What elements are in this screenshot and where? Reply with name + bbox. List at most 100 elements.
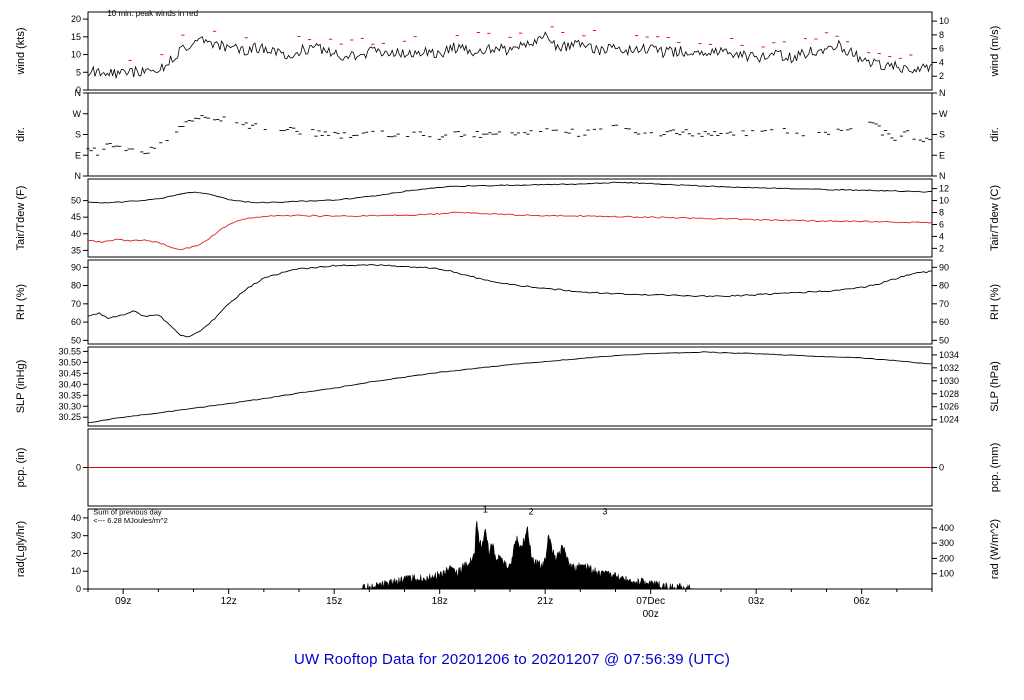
tair-tdew-left-axis: 35 40 45 50 bbox=[71, 196, 88, 255]
rh-left-axis: 50 60 70 80 90 bbox=[71, 262, 88, 345]
x-tick-label: 21z bbox=[537, 596, 553, 607]
svg-text:50: 50 bbox=[71, 335, 81, 345]
svg-text:35: 35 bbox=[71, 245, 81, 255]
wind-ylabel-right: wind (m/s) bbox=[989, 26, 1001, 78]
rad-annotation: 3 bbox=[602, 506, 607, 516]
rad-annotation: 2 bbox=[529, 506, 534, 516]
slp-right-axis: 1024 1026 1028 1030 1032 1034 bbox=[932, 350, 959, 425]
series-air-temperature-f bbox=[87, 181, 933, 204]
svg-text:1034: 1034 bbox=[939, 350, 959, 360]
rad-annotation: <--- 6.28 MJoules/m^2 bbox=[93, 516, 168, 525]
svg-text:30.40: 30.40 bbox=[58, 379, 81, 389]
svg-text:8: 8 bbox=[939, 30, 944, 40]
svg-text:30.30: 30.30 bbox=[58, 401, 81, 411]
x-tick-label: 06z bbox=[854, 596, 870, 607]
svg-text:10: 10 bbox=[71, 566, 81, 576]
svg-text:6: 6 bbox=[939, 44, 944, 54]
svg-text:60: 60 bbox=[71, 317, 81, 327]
svg-text:200: 200 bbox=[939, 553, 954, 563]
svg-text:80: 80 bbox=[71, 281, 81, 291]
tair-tdew-ylabel-left: Tair/Tdew (F) bbox=[15, 186, 27, 251]
svg-text:1032: 1032 bbox=[939, 363, 959, 373]
x-tick-label-line2: 00z bbox=[643, 609, 659, 620]
svg-text:100: 100 bbox=[939, 569, 954, 579]
series-dewpoint-f bbox=[87, 211, 933, 251]
svg-text:E: E bbox=[75, 150, 81, 160]
dir-right-axis: N ES W N bbox=[932, 88, 948, 181]
svg-text:0: 0 bbox=[76, 85, 81, 95]
svg-text:1028: 1028 bbox=[939, 389, 959, 399]
x-tick-label: 15z bbox=[326, 596, 342, 607]
dir-ylabel-left: dir. bbox=[15, 127, 27, 142]
svg-text:1026: 1026 bbox=[939, 402, 959, 412]
series-relative-humidity bbox=[87, 264, 932, 338]
x-axis: 09z 12z 15z 18z 21z 07Dec 00z 03z 06z bbox=[87, 589, 933, 620]
svg-text:10: 10 bbox=[939, 196, 949, 206]
svg-text:10: 10 bbox=[71, 50, 81, 60]
svg-text:12: 12 bbox=[939, 184, 949, 194]
wind-right-axis: 2 4 6 8 10 bbox=[932, 16, 949, 81]
svg-text:30: 30 bbox=[71, 531, 81, 541]
svg-text:5: 5 bbox=[76, 67, 81, 77]
svg-text:300: 300 bbox=[939, 538, 954, 548]
svg-text:W: W bbox=[939, 109, 948, 119]
series-solar-radiation bbox=[88, 520, 932, 590]
svg-text:0: 0 bbox=[76, 463, 81, 473]
x-tick-label: 09z bbox=[115, 596, 131, 607]
svg-text:20: 20 bbox=[71, 14, 81, 24]
svg-text:N: N bbox=[75, 88, 82, 98]
svg-text:30.45: 30.45 bbox=[58, 368, 81, 378]
svg-text:N: N bbox=[75, 171, 82, 181]
svg-text:6: 6 bbox=[939, 219, 944, 229]
svg-text:30.35: 30.35 bbox=[58, 390, 81, 400]
svg-text:10: 10 bbox=[939, 16, 949, 26]
x-tick-label: 18z bbox=[432, 596, 448, 607]
tair-tdew-ylabel-right: Tair/Tdew (C) bbox=[989, 185, 1001, 251]
svg-text:50: 50 bbox=[71, 196, 81, 206]
svg-text:4: 4 bbox=[939, 57, 944, 67]
rad-left-axis: 0 10 20 30 40 bbox=[71, 513, 88, 594]
svg-text:60: 60 bbox=[939, 317, 949, 327]
svg-text:N: N bbox=[939, 88, 946, 98]
x-tick-label: 03z bbox=[748, 596, 764, 607]
series-wind-direction-deg bbox=[86, 115, 932, 156]
x-tick-label: 12z bbox=[221, 596, 237, 607]
svg-text:400: 400 bbox=[939, 523, 954, 533]
rh-ylabel-left: RH (%) bbox=[15, 284, 27, 320]
svg-text:30.25: 30.25 bbox=[58, 412, 81, 422]
svg-text:8: 8 bbox=[939, 208, 944, 218]
rad-ylabel-right: rad (W/m^2) bbox=[989, 519, 1001, 579]
svg-text:70: 70 bbox=[939, 299, 949, 309]
svg-text:30.50: 30.50 bbox=[58, 357, 81, 367]
rad-annotation: Sum of previous day bbox=[93, 507, 162, 516]
x-tick-label: 07Dec bbox=[636, 596, 665, 607]
pcp-ylabel-left: pcp. (in) bbox=[15, 448, 27, 488]
tair-tdew-right-axis: 2 4 68 10 12 bbox=[932, 184, 949, 253]
pcp-right-axis: 0 bbox=[932, 463, 944, 473]
svg-text:70: 70 bbox=[71, 299, 81, 309]
svg-text:20: 20 bbox=[71, 548, 81, 558]
svg-text:S: S bbox=[75, 130, 81, 140]
rad-right-axis: 100 200 300 400 bbox=[932, 523, 954, 579]
rh-ylabel-right: RH (%) bbox=[989, 284, 1001, 320]
svg-text:0: 0 bbox=[939, 463, 944, 473]
pcp-ylabel-right: pcp. (mm) bbox=[989, 443, 1001, 493]
series-wind-speed-kts bbox=[87, 31, 933, 79]
svg-text:2: 2 bbox=[939, 71, 944, 81]
slp-ylabel-right: SLP (hPa) bbox=[989, 361, 1001, 412]
svg-text:50: 50 bbox=[939, 335, 949, 345]
dir-left-axis: N ES W N bbox=[73, 88, 88, 181]
panel-rh: 50 60 70 80 90 50 60 70 80 90 RH (%) RH (%) bbox=[15, 259, 1001, 345]
svg-text:80: 80 bbox=[939, 281, 949, 291]
chart-title: UW Rooftop Data for 20201206 to 20201207… bbox=[293, 651, 731, 668]
svg-text:45: 45 bbox=[71, 212, 81, 222]
dir-panel-border bbox=[87, 92, 933, 177]
pcp-left-axis: 0 bbox=[76, 463, 88, 473]
svg-text:40: 40 bbox=[71, 229, 81, 239]
rad-annotation: 1 bbox=[483, 505, 488, 515]
svg-text:4: 4 bbox=[939, 231, 944, 241]
